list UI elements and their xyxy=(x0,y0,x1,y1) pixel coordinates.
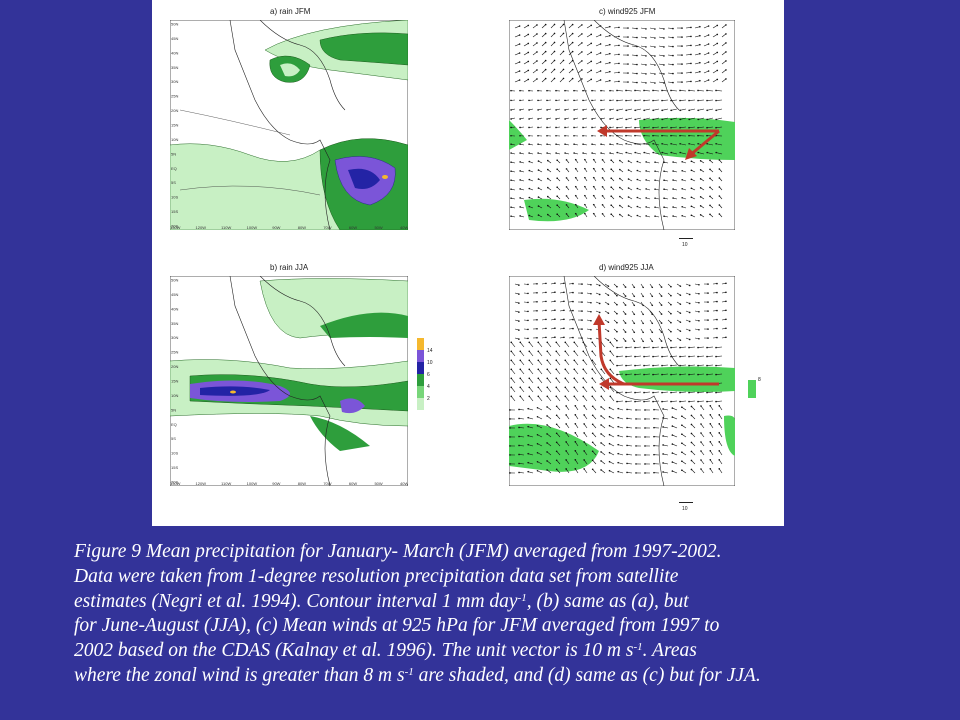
lon-tick-label: 70W xyxy=(323,225,331,230)
lat-tick-label: 5S xyxy=(171,180,176,185)
lon-tick-label: 60W xyxy=(349,481,357,486)
caption-line: Figure 9 Mean precipitation for January-… xyxy=(74,541,722,562)
lon-tick-label: 100W xyxy=(247,225,258,230)
lat-tick-label: 15S xyxy=(171,465,178,470)
reference-vector xyxy=(679,502,693,503)
lat-tick-label: 30N xyxy=(171,79,178,84)
colorbar-swatch xyxy=(417,338,424,350)
lon-tick-label: 100W xyxy=(247,481,258,486)
panel-title: c) wind925 JFM xyxy=(599,7,656,16)
lat-tick-label: 10N xyxy=(171,137,178,142)
lon-tick-label: 50W xyxy=(374,481,382,486)
lat-tick-label: 30N xyxy=(171,335,178,340)
lon-tick-label: 90W xyxy=(272,225,280,230)
wind-jfm-map xyxy=(508,19,736,231)
lon-tick-label: 50W xyxy=(374,225,382,230)
panel-rain-jja: 50N 45N 40N 35N 30N 25N 20N 15N 10N 5N EQ 5S 10S 15S 2… xyxy=(169,263,408,487)
flow-arrow xyxy=(593,314,719,390)
wind-jja-map xyxy=(508,275,736,487)
panel-title: a) rain JFM xyxy=(270,7,311,16)
lat-tick-label: 20S xyxy=(171,224,178,229)
caption-line: 2002 based on the CDAS (Kalnay et al. 19… xyxy=(74,640,697,662)
lon-tick-label: 110W xyxy=(221,481,231,486)
lat-tick-label: 10S xyxy=(171,195,178,200)
lat-tick-label: EQ xyxy=(171,166,177,171)
lat-tick-label: 25N xyxy=(171,350,178,355)
panel-title: d) wind925 JJA xyxy=(599,263,654,272)
colorbar-tick-label: 4 xyxy=(427,384,430,390)
colorbar-swatch xyxy=(417,350,424,362)
figure-image: 50N 45N 40N 35N 30N 25N 20N 15N 10N 5N EQ 5S 10S 15S 2… xyxy=(152,0,784,526)
colorbar-tick-label: 2 xyxy=(427,396,430,402)
lat-tick-label: 5N xyxy=(171,151,176,156)
colorbar-tick-label: 14 xyxy=(427,348,433,354)
lon-tick-label: 80W xyxy=(298,225,306,230)
lat-tick-label: 50N xyxy=(171,278,178,283)
lon-tick-label: 90W xyxy=(272,481,280,486)
lat-tick-label: 20N xyxy=(171,108,178,113)
colorbar-swatch xyxy=(417,398,424,410)
lat-tick-label: 15N xyxy=(171,123,178,128)
panel-wind-jfm: c) wind925 JFM 10 xyxy=(508,7,736,248)
rain-jja-map: 50N 45N 40N 35N 30N 25N 20N 15N 10N 5N EQ 5S 10S 15S 2… xyxy=(169,275,408,487)
lat-tick-label: 5S xyxy=(171,436,176,441)
wind-vectors xyxy=(509,282,727,474)
caption-line: Data were taken from 1-degree resolution… xyxy=(74,565,679,587)
lat-tick-label: 35N xyxy=(171,65,178,70)
lon-tick-label: 40W xyxy=(400,225,408,230)
lat-axis-a: 50N 45N 40N 35N 30N 25N 20N 15N 10N 5N EQ 5S 10S 15S 2… xyxy=(171,22,178,229)
lon-axis-b: 130W 120W 110W 100W 90W 80W 70W 60W 50W 40W xyxy=(170,481,408,486)
lat-tick-label: 15N xyxy=(171,379,178,384)
lat-tick-label: 10N xyxy=(171,393,178,398)
flow-arrow xyxy=(597,125,720,160)
caption-line: for June-August (JJA), (c) Mean winds at… xyxy=(74,615,720,637)
lat-tick-label: 25N xyxy=(171,94,178,99)
wind-colorbar: 8 xyxy=(748,377,761,398)
wind-colorbar-swatch xyxy=(748,380,756,398)
lon-tick-label: 120W xyxy=(196,225,207,230)
lat-tick-label: EQ xyxy=(171,422,177,427)
panel-rain-jfm: 50N 45N 40N 35N 30N 25N 20N 15N 10N 5N EQ 5S 10S 15S 2… xyxy=(169,7,408,231)
colorbar-swatch xyxy=(417,362,424,374)
reference-vector-label: 10 xyxy=(682,242,688,248)
lat-tick-label: 5N xyxy=(171,407,176,412)
lat-tick-label: 20S xyxy=(171,480,178,485)
lon-tick-label: 60W xyxy=(349,225,357,230)
panel-wind-jja: d) wind925 JJA 10 xyxy=(508,263,736,512)
lon-tick-label: 130W xyxy=(170,225,181,230)
lat-tick-label: 45N xyxy=(171,36,178,41)
lon-tick-label: 120W xyxy=(196,481,207,486)
caption-line: estimates (Negri et al. 1994). Contour i… xyxy=(74,590,689,612)
colorbar-tick-label: 6 xyxy=(427,372,430,378)
lat-axis-b: 50N 45N 40N 35N 30N 25N 20N 15N 10N 5N EQ 5S 10S 15S 2… xyxy=(171,278,178,485)
lon-tick-label: 130W xyxy=(170,481,181,486)
lon-tick-label: 110W xyxy=(221,225,231,230)
wind-colorbar-label: 8 xyxy=(758,377,761,383)
rain-jfm-map: 50N 45N 40N 35N 30N 25N 20N 15N 10N 5N EQ 5S 10S 15S 2… xyxy=(169,19,408,231)
panel-title: b) rain JJA xyxy=(270,263,309,272)
lon-tick-label: 40W xyxy=(400,481,408,486)
caption-line: where the zonal wind is greater than 8 m… xyxy=(74,664,761,686)
rain-colorbar: 14 10 6 4 2 xyxy=(417,338,433,410)
lat-tick-label: 15S xyxy=(171,209,178,214)
lat-tick-label: 35N xyxy=(171,321,178,326)
wind-vectors xyxy=(510,23,727,218)
colorbar-swatch xyxy=(417,386,424,398)
lat-tick-label: 45N xyxy=(171,292,178,297)
figure-caption: Figure 9 Mean precipitation for January-… xyxy=(74,540,944,689)
lon-tick-label: 80W xyxy=(298,481,306,486)
reference-vector-label: 10 xyxy=(682,506,688,512)
lat-tick-label: 40N xyxy=(171,306,178,311)
lon-tick-label: 70W xyxy=(323,481,331,486)
colorbar-swatch xyxy=(417,374,424,386)
lat-tick-label: 50N xyxy=(171,22,178,27)
lat-tick-label: 20N xyxy=(171,364,178,369)
reference-vector xyxy=(679,238,693,239)
lat-tick-label: 10S xyxy=(171,451,178,456)
lon-axis-a: 130W 120W 110W 100W 90W 80W 70W 60W 50W 40W xyxy=(170,225,408,230)
colorbar-tick-label: 10 xyxy=(427,360,433,366)
lat-tick-label: 40N xyxy=(171,50,178,55)
